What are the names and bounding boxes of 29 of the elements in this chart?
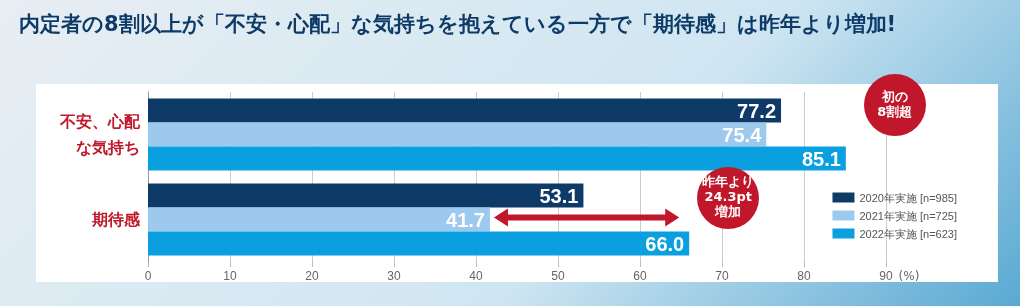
x-tick-label: 70	[715, 269, 729, 283]
y-tick-label: 期待感	[91, 210, 141, 229]
legend-label: 2022年実施 [n=623]	[859, 227, 958, 240]
x-tick-label: 80	[797, 269, 811, 283]
legend-label: 2020年実施 [n=985]	[859, 191, 958, 204]
x-tick-label: 40	[469, 269, 483, 283]
y-tick-label: 不安、心配な気持ち	[59, 112, 141, 157]
data-label: 85.1	[801, 147, 841, 170]
x-tick-label: 0	[144, 269, 152, 283]
x-axis-title: (%)	[898, 269, 920, 283]
bar	[148, 146, 846, 171]
x-tick-label: 20	[305, 269, 319, 283]
bar	[148, 183, 584, 208]
data-label: 75.4	[722, 123, 763, 146]
data-label: 41.7	[446, 208, 485, 231]
x-tick-label: 90	[879, 269, 893, 283]
bar	[148, 207, 490, 232]
x-tick-label: 10	[223, 269, 237, 283]
bar	[148, 98, 782, 123]
x-tick-label: 50	[551, 269, 565, 283]
bar	[148, 122, 767, 147]
data-label: 53.1	[539, 184, 579, 207]
legend-label: 2021年実施 [n=725]	[859, 209, 958, 222]
data-label: 66.0	[645, 232, 685, 255]
x-tick-label: 60	[633, 269, 647, 283]
x-tick-label: 30	[387, 269, 401, 283]
bar	[148, 231, 690, 256]
data-label: 77.2	[737, 99, 777, 122]
chart-title: 内定者の8割以上が「不安・心配」な気持ちを抱えている一方で「期待感」は昨年より増加!	[19, 11, 897, 36]
